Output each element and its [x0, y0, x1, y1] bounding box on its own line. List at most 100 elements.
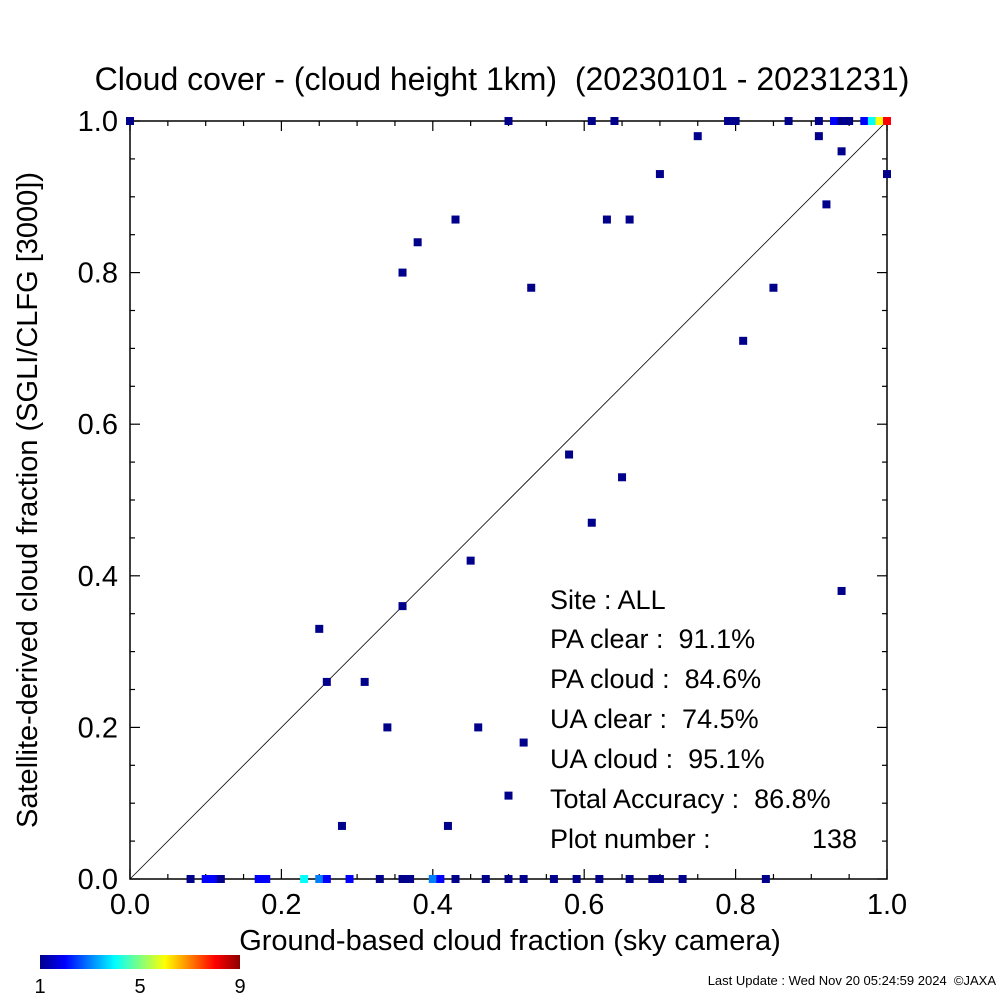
stats-plot-number-label: Plot number : — [550, 824, 711, 854]
y-tick-label: 0.4 — [78, 561, 118, 593]
data-point — [504, 117, 513, 125]
data-point — [504, 791, 513, 800]
data-point — [587, 518, 596, 527]
data-point — [655, 170, 664, 179]
data-point — [322, 677, 331, 686]
x-tick-label: 1.0 — [867, 889, 907, 921]
data-point — [474, 723, 483, 732]
data-point — [398, 875, 407, 883]
data-point — [504, 875, 513, 883]
x-tick-label: 0.6 — [564, 889, 604, 921]
data-point — [784, 117, 793, 125]
data-point — [845, 117, 854, 125]
stats-total-accuracy: Total Accuracy : 86.8% — [550, 784, 831, 814]
data-point — [451, 875, 460, 883]
plot-area — [126, 117, 891, 883]
colorbar-gradient — [40, 955, 240, 969]
colorbar-tick-labels: 1 5 9 — [34, 976, 245, 998]
data-point — [428, 875, 437, 883]
data-point — [693, 132, 702, 141]
y-tick-label: 0.6 — [78, 409, 118, 441]
data-point — [337, 821, 346, 830]
data-point — [595, 875, 604, 883]
y-tick-label: 0.8 — [78, 258, 118, 290]
data-point — [186, 875, 195, 883]
stats-pa-cloud: PA cloud : 84.6% — [550, 664, 761, 694]
data-point — [436, 875, 445, 883]
data-point — [406, 875, 415, 883]
colorbar-tick-label: 5 — [134, 976, 145, 998]
colorbar: 1 5 9 — [34, 955, 246, 998]
chart-title: Cloud cover - (cloud height 1km) (202301… — [95, 61, 910, 97]
data-point — [761, 875, 770, 883]
x-tick-label: 0.8 — [715, 889, 755, 921]
data-point — [625, 215, 634, 224]
data-point — [837, 586, 846, 595]
data-point — [830, 117, 839, 125]
data-point — [481, 875, 490, 883]
data-point — [602, 215, 611, 224]
colorbar-tick-label: 1 — [34, 976, 45, 998]
data-point — [451, 215, 460, 224]
data-point — [883, 117, 891, 125]
data-point — [375, 875, 384, 883]
stats-box: Site : ALL PA clear : 91.1% PA cloud : 8… — [550, 585, 857, 854]
x-axis-label: Ground-based cloud fraction (sky camera) — [239, 925, 781, 957]
data-point — [254, 875, 263, 883]
data-point — [814, 117, 823, 125]
stats-plot-number-value: 138 — [812, 824, 857, 854]
data-point — [724, 117, 733, 125]
data-point — [618, 473, 627, 482]
data-point — [527, 283, 536, 292]
data-point — [262, 875, 271, 883]
data-point — [822, 200, 831, 209]
data-point — [345, 875, 354, 883]
data-point — [739, 336, 748, 345]
data-point — [413, 238, 422, 247]
data-point — [315, 875, 324, 883]
data-points — [126, 117, 891, 883]
data-point — [466, 556, 475, 565]
data-point — [860, 117, 869, 125]
last-update-text: Last Update : Wed Nov 20 05:24:59 2024 ©… — [708, 973, 997, 988]
data-point — [126, 117, 134, 125]
stats-pa-clear: PA clear : 91.1% — [550, 624, 755, 654]
data-point — [883, 170, 891, 179]
data-point — [398, 268, 407, 277]
data-point — [875, 117, 884, 125]
data-point — [519, 875, 528, 883]
y-tick-label: 1.0 — [78, 106, 118, 138]
y-tick-label: 0.0 — [78, 864, 118, 896]
data-point — [814, 132, 823, 141]
data-point — [655, 875, 664, 883]
colorbar-tick-label: 9 — [234, 976, 245, 998]
y-tick-labels: 0.0 0.2 0.4 0.6 0.8 1.0 — [78, 106, 118, 896]
x-tick-label: 0.2 — [261, 889, 301, 921]
data-point — [587, 117, 596, 125]
data-point — [360, 677, 369, 686]
data-point — [867, 117, 876, 125]
data-point — [383, 723, 392, 732]
x-tick-label: 0.4 — [413, 889, 453, 921]
one-to-one-line — [129, 120, 888, 880]
data-point — [216, 875, 225, 883]
data-point — [648, 875, 657, 883]
data-point — [519, 738, 528, 747]
data-point — [572, 875, 581, 883]
data-point — [398, 602, 407, 611]
data-point — [549, 875, 558, 883]
y-tick-label: 0.2 — [78, 712, 118, 744]
data-point — [300, 875, 309, 883]
data-point — [443, 821, 452, 830]
data-point — [625, 875, 634, 883]
y-axis-label: Satellite-derived cloud fraction (SGLI/C… — [12, 172, 44, 828]
data-point — [731, 117, 740, 125]
data-point — [678, 875, 687, 883]
data-point — [769, 283, 778, 292]
data-point — [201, 875, 210, 883]
stats-ua-cloud: UA cloud : 95.1% — [550, 744, 765, 774]
x-tick-label: 0.0 — [110, 889, 150, 921]
data-point — [610, 117, 619, 125]
data-point — [209, 875, 218, 883]
